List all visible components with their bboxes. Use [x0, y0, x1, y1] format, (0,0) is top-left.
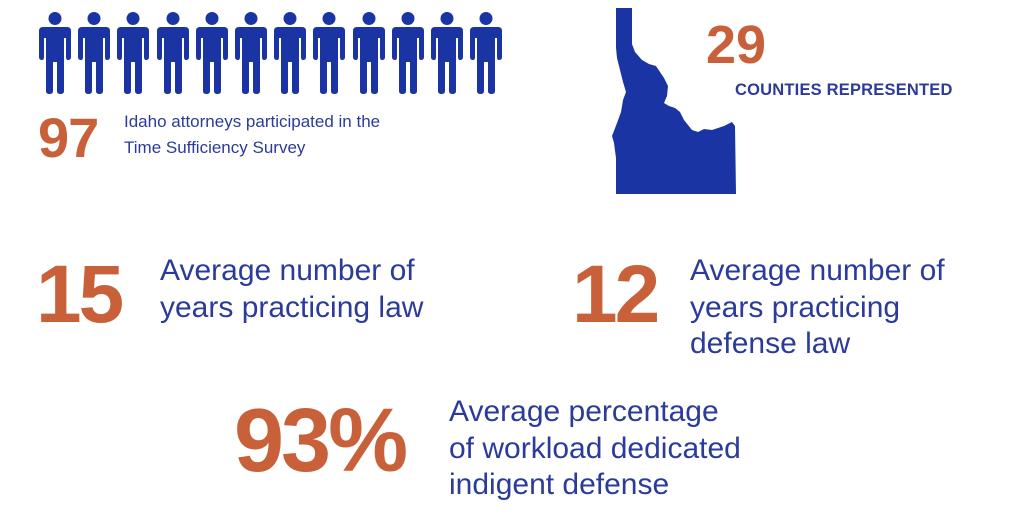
years-practicing-value: 15 — [36, 249, 124, 340]
attorney-description-line-2: Time Sufficiency Survey — [124, 137, 306, 157]
person-icon — [156, 12, 189, 94]
workload-percentage-value: 93% — [234, 391, 408, 491]
person-icon — [274, 12, 307, 94]
attorney-count: 97 — [38, 106, 99, 169]
defense-years-line-2: years practicing — [690, 290, 901, 324]
person-icon — [352, 12, 385, 94]
workload-line-3: indigent defense — [449, 468, 670, 502]
workload-description: Average percentage of workload dedicated… — [449, 394, 741, 504]
defense-years-value: 12 — [572, 249, 660, 340]
person-icon — [117, 12, 150, 94]
county-count: 29 — [706, 15, 767, 75]
attorney-description-line-1: Idaho attorneys participated in the — [124, 112, 381, 131]
years-practicing-line-2: years practicing law — [160, 290, 424, 324]
defense-years-line-3: defense law — [690, 327, 851, 361]
county-count-label: COUNTIES REPRESENTED — [735, 81, 953, 99]
attorney-count-description: Idaho attorneys participated in the Time… — [124, 109, 380, 160]
person-icon — [431, 12, 463, 94]
person-icon — [235, 12, 267, 94]
person-icon — [391, 12, 424, 94]
person-icon — [313, 12, 346, 94]
idaho-map-icon — [612, 8, 736, 194]
person-icon — [470, 12, 503, 94]
years-practicing-line-1: Average number of — [160, 254, 415, 287]
defense-years-line-1: Average number of — [690, 254, 945, 287]
person-icon — [195, 12, 228, 94]
person-icon — [78, 12, 111, 94]
person-icon — [39, 12, 71, 94]
workload-line-1: Average percentage — [449, 395, 719, 428]
years-practicing-description: Average number of years practicing law — [160, 253, 423, 326]
defense-years-description: Average number of years practicing defen… — [690, 253, 945, 363]
workload-line-2: of workload dedicated — [449, 431, 741, 465]
